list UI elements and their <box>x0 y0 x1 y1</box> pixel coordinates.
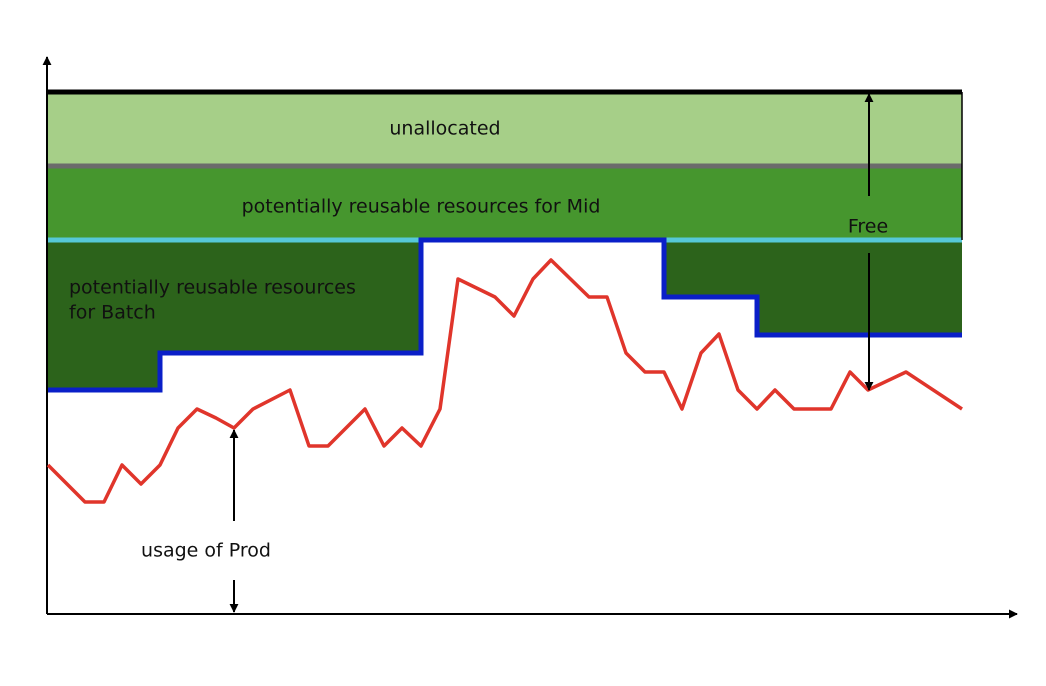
prod-usage-line <box>46 258 963 504</box>
batch-label-line2: for Batch <box>69 302 156 324</box>
batch-band <box>48 240 962 390</box>
mid-band <box>48 166 962 240</box>
prod-label: usage of Prod <box>141 540 271 562</box>
free-label: Free <box>848 216 888 238</box>
batch-boundary-line <box>48 237 962 393</box>
unallocated-label: unallocated <box>389 118 500 140</box>
batch-label-line1: potentially reusable resources <box>69 277 356 299</box>
unallocated-band <box>48 92 962 166</box>
mid-label: potentially reusable resources for Mid <box>242 196 601 218</box>
